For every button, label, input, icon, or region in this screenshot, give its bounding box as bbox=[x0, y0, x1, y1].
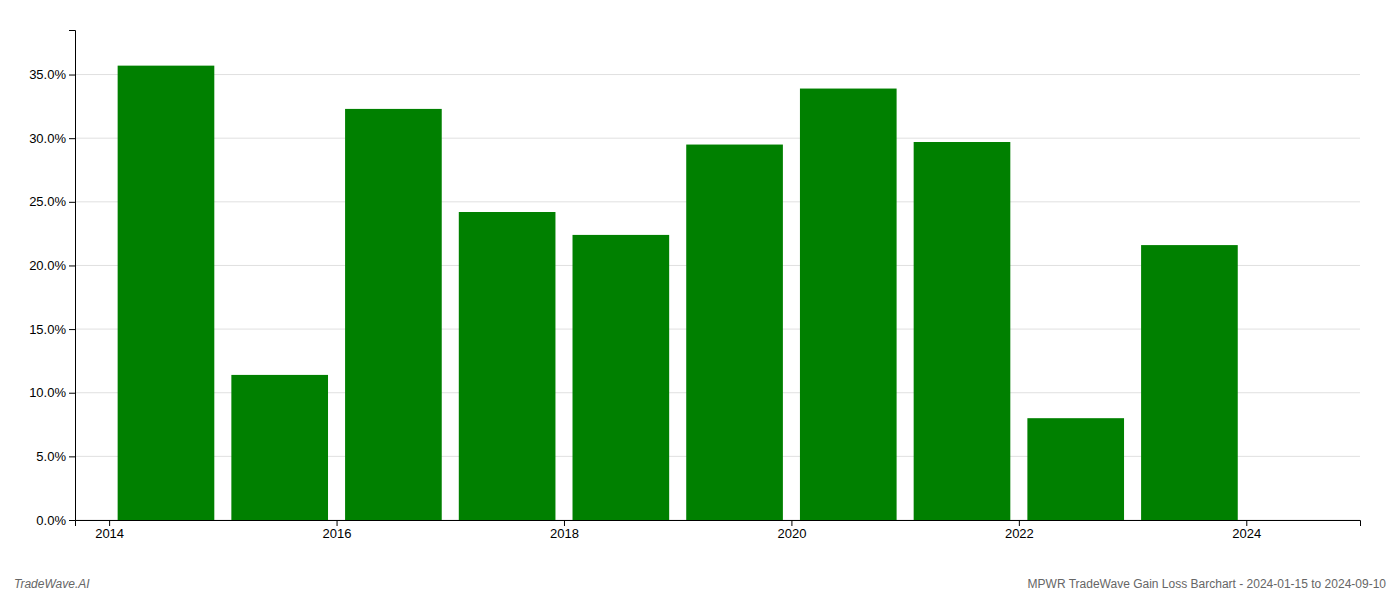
y-axis-line bbox=[69, 31, 76, 521]
x-tick-label: 2022 bbox=[1005, 526, 1034, 541]
x-tick: 2024 bbox=[1232, 520, 1261, 541]
x-axis: 2014 2016 2018 2020 2022 2024 bbox=[76, 520, 1361, 541]
x-tick-mark bbox=[337, 520, 338, 526]
x-tick-label: 2014 bbox=[95, 526, 124, 541]
footer: TradeWave.AI MPWR TradeWave Gain Loss Bar… bbox=[14, 577, 1386, 591]
grid-line bbox=[75, 74, 1360, 75]
y-tick-mark bbox=[69, 456, 75, 457]
x-tick-mark bbox=[109, 520, 110, 526]
bar bbox=[686, 145, 783, 520]
y-tick: 35.0% bbox=[29, 67, 75, 82]
footer-text: TradeWave.AI bbox=[14, 577, 90, 591]
bar bbox=[914, 142, 1011, 520]
footer-text: MPWR TradeWave Gain Loss Barchart - 2024… bbox=[1028, 577, 1387, 591]
y-tick-mark bbox=[69, 329, 75, 330]
y-tick-mark bbox=[69, 202, 75, 203]
y-tick-label: 35.0% bbox=[29, 67, 66, 82]
y-axis: 0.0% 5.0% 10.0% 15.0% 20.0% 25.0% 30.0% 35.0% bbox=[29, 31, 75, 528]
y-tick-mark bbox=[69, 520, 75, 521]
x-axis-line bbox=[76, 521, 1361, 527]
bars bbox=[118, 66, 1238, 520]
bar bbox=[231, 375, 328, 520]
chart: 2014 2016 2018 2020 2022 2024 0.0% 5.0% 10.0% 15.… bbox=[0, 0, 1400, 600]
y-tick: 5.0% bbox=[36, 449, 75, 464]
y-tick: 10.0% bbox=[29, 385, 75, 400]
y-tick-mark bbox=[69, 393, 75, 394]
x-tick-label: 2016 bbox=[323, 526, 352, 541]
y-tick-label: 25.0% bbox=[29, 194, 66, 209]
y-tick-label: 20.0% bbox=[29, 258, 66, 273]
x-tick-label: 2018 bbox=[550, 526, 579, 541]
bar bbox=[1027, 418, 1124, 520]
bar bbox=[573, 235, 670, 520]
x-tick: 2022 bbox=[1005, 520, 1034, 541]
x-tick: 2014 bbox=[95, 520, 124, 541]
x-tick: 2016 bbox=[323, 520, 352, 541]
y-tick-mark bbox=[69, 265, 75, 266]
grid-line bbox=[75, 138, 1360, 139]
x-tick-label: 2020 bbox=[777, 526, 806, 541]
y-tick-label: 15.0% bbox=[29, 322, 66, 337]
x-tick-mark bbox=[1019, 520, 1020, 526]
bar bbox=[1141, 245, 1238, 520]
y-tick: 15.0% bbox=[29, 322, 75, 337]
y-tick-mark bbox=[69, 75, 75, 76]
plot-area: 2014 2016 2018 2020 2022 2024 0.0% 5.0% 10.0% 15.… bbox=[29, 31, 1360, 542]
y-tick: 30.0% bbox=[29, 131, 75, 146]
y-tick-label: 5.0% bbox=[36, 449, 66, 464]
bar bbox=[800, 89, 897, 520]
bar bbox=[345, 109, 442, 520]
y-tick-mark bbox=[69, 138, 75, 139]
x-tick-mark bbox=[564, 520, 565, 526]
bar bbox=[459, 212, 556, 520]
y-tick: 20.0% bbox=[29, 258, 75, 273]
x-tick: 2018 bbox=[550, 520, 579, 541]
x-tick-mark bbox=[791, 520, 792, 526]
x-tick: 2020 bbox=[777, 520, 806, 541]
y-tick: 25.0% bbox=[29, 194, 75, 209]
y-tick-label: 10.0% bbox=[29, 385, 66, 400]
y-tick-label: 30.0% bbox=[29, 131, 66, 146]
y-tick-label: 0.0% bbox=[36, 513, 66, 528]
grid bbox=[75, 75, 1360, 520]
x-tick-mark bbox=[1246, 520, 1247, 526]
bar bbox=[118, 66, 215, 520]
x-tick-label: 2024 bbox=[1232, 526, 1261, 541]
y-tick: 0.0% bbox=[36, 513, 75, 528]
